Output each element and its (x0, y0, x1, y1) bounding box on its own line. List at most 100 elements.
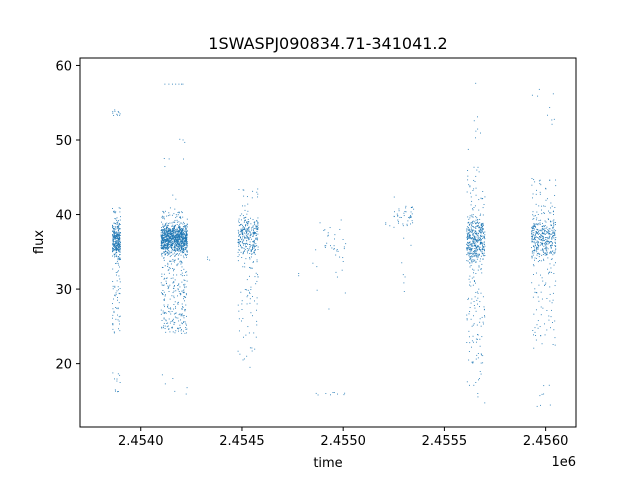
data-point (166, 246, 168, 248)
data-point (112, 242, 114, 244)
data-point (164, 231, 166, 233)
data-point (237, 350, 239, 352)
data-point (114, 223, 116, 224)
data-point (238, 245, 240, 247)
data-point (298, 275, 300, 277)
data-point (534, 237, 535, 239)
data-point (115, 262, 116, 264)
data-point (178, 231, 180, 233)
x-axis-ticks: 2.4540 2.4545 2.4550 2.4555 2.4560 (118, 427, 568, 449)
data-point (335, 254, 337, 256)
data-point (183, 232, 185, 234)
data-point (115, 252, 117, 254)
data-point (113, 312, 115, 314)
data-point (116, 245, 118, 247)
data-point (467, 222, 469, 224)
data-point (475, 175, 477, 177)
data-point (239, 249, 241, 251)
data-point (324, 229, 326, 231)
data-point (534, 327, 536, 329)
data-point (472, 362, 474, 364)
data-point (169, 256, 171, 258)
data-point (179, 229, 181, 231)
data-point (468, 245, 470, 247)
data-point (167, 242, 169, 244)
data-point (173, 232, 174, 234)
data-point (255, 272, 257, 274)
data-point (477, 232, 479, 234)
data-point (466, 318, 468, 320)
data-point (119, 330, 121, 332)
data-point (115, 242, 117, 244)
data-point (404, 276, 406, 278)
data-point (532, 193, 534, 195)
data-point (167, 232, 168, 234)
data-point (479, 345, 481, 347)
data-point (544, 284, 546, 286)
data-point (172, 292, 174, 294)
data-point (403, 291, 405, 292)
data-point (112, 234, 114, 236)
data-point (112, 238, 114, 240)
data-point (181, 238, 183, 240)
data-point (254, 348, 256, 350)
data-point (169, 284, 171, 286)
data-point (161, 255, 163, 257)
data-point (329, 394, 331, 396)
data-point (531, 257, 533, 259)
data-point (246, 240, 248, 242)
data-point (476, 255, 477, 257)
data-point (475, 130, 477, 132)
data-point (181, 308, 183, 310)
data-point (545, 244, 547, 246)
data-point (254, 253, 256, 255)
data-point (183, 292, 185, 294)
data-point (112, 243, 114, 245)
data-point (172, 224, 174, 226)
data-point (476, 240, 478, 242)
data-point (539, 244, 541, 246)
data-point (552, 227, 554, 229)
data-point (247, 231, 249, 232)
data-point (116, 380, 118, 382)
data-point (175, 239, 177, 241)
data-point (162, 215, 164, 217)
data-point (182, 233, 183, 235)
data-point (469, 258, 471, 260)
x-tick-label: 2.4560 (523, 434, 569, 449)
data-point (242, 317, 244, 319)
data-point (544, 248, 546, 250)
data-point (171, 232, 173, 234)
data-point (248, 237, 250, 239)
data-point (112, 230, 113, 232)
data-point (532, 330, 534, 331)
data-point (555, 179, 557, 181)
data-point (543, 232, 545, 234)
data-point (177, 237, 179, 239)
data-point (541, 228, 543, 230)
data-point (117, 111, 119, 112)
data-point (164, 229, 166, 231)
data-point (160, 282, 162, 284)
data-point (183, 296, 185, 298)
data-point (555, 280, 557, 282)
data-point (533, 246, 535, 248)
data-point (245, 216, 247, 218)
data-point (186, 230, 188, 232)
data-point (171, 225, 173, 227)
data-point (539, 236, 541, 238)
data-point (478, 379, 479, 381)
data-point (173, 250, 175, 252)
data-point (172, 229, 174, 231)
data-point (170, 229, 172, 231)
data-point (466, 244, 468, 245)
data-point (483, 252, 485, 254)
data-point (536, 254, 538, 256)
data-point (550, 316, 552, 318)
data-point (339, 228, 341, 230)
data-point (176, 243, 178, 245)
data-point (164, 224, 166, 226)
data-point (531, 237, 533, 239)
data-point (482, 249, 484, 250)
data-point (477, 241, 479, 243)
